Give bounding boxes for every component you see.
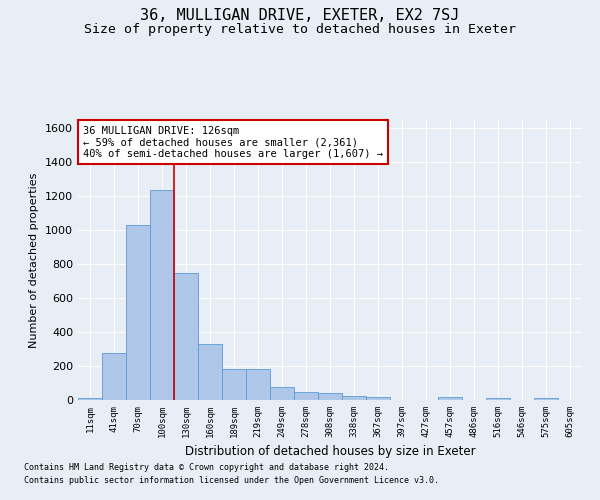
Text: Size of property relative to detached houses in Exeter: Size of property relative to detached ho… — [84, 22, 516, 36]
Bar — [294, 392, 318, 400]
Y-axis label: Number of detached properties: Number of detached properties — [29, 172, 40, 348]
Bar — [342, 396, 366, 400]
Bar — [150, 190, 174, 400]
Bar — [246, 370, 270, 400]
Bar — [486, 398, 510, 400]
Text: Contains HM Land Registry data © Crown copyright and database right 2024.: Contains HM Land Registry data © Crown c… — [24, 462, 389, 471]
Bar — [78, 398, 102, 400]
Bar — [438, 397, 462, 400]
Bar — [270, 388, 294, 400]
Bar — [366, 397, 390, 400]
Bar — [534, 398, 558, 400]
Bar — [198, 344, 222, 400]
Bar — [174, 272, 198, 400]
Bar — [126, 225, 150, 400]
Text: 36 MULLIGAN DRIVE: 126sqm
← 59% of detached houses are smaller (2,361)
40% of se: 36 MULLIGAN DRIVE: 126sqm ← 59% of detac… — [83, 126, 383, 159]
Bar — [102, 354, 126, 400]
X-axis label: Distribution of detached houses by size in Exeter: Distribution of detached houses by size … — [185, 446, 475, 458]
Bar — [318, 393, 342, 400]
Bar — [222, 370, 246, 400]
Text: 36, MULLIGAN DRIVE, EXETER, EX2 7SJ: 36, MULLIGAN DRIVE, EXETER, EX2 7SJ — [140, 8, 460, 22]
Text: Contains public sector information licensed under the Open Government Licence v3: Contains public sector information licen… — [24, 476, 439, 485]
